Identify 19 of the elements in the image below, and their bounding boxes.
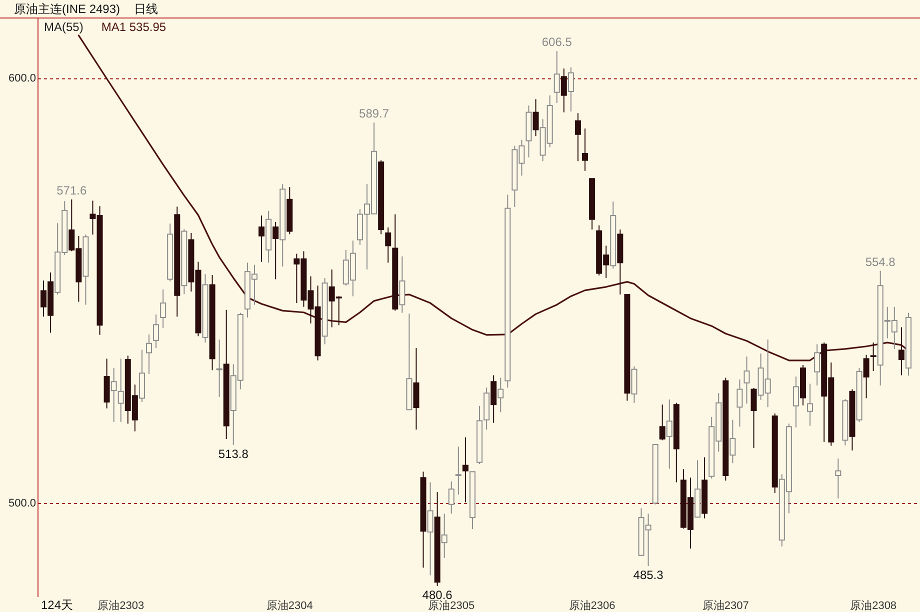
xtick: 原油2305 [428, 600, 475, 612]
ytick: 600.0 [8, 72, 36, 85]
annotation: 124天 [41, 598, 74, 612]
xtick: 原油2303 [98, 600, 144, 612]
title: 原油主连(INE 2493) [14, 2, 120, 16]
annotation: 485.3 [633, 568, 664, 582]
ytick: 500.0 [8, 498, 36, 510]
xtick: 原油2308 [850, 600, 897, 612]
xtick: 原油2304 [266, 600, 313, 612]
annotation: 589.7 [359, 106, 390, 120]
annotation: 571.6 [56, 183, 87, 198]
legend: MA1 535.95 [101, 20, 166, 34]
annotation: 513.8 [218, 446, 248, 461]
annotation: 606.5 [542, 35, 572, 50]
xtick: 原油2307 [702, 600, 749, 612]
legend-title: MA(55) [44, 20, 84, 34]
annotation: 554.8 [865, 254, 896, 269]
subtitle: 日线 [134, 2, 158, 16]
xtick: 原油2306 [568, 600, 616, 612]
